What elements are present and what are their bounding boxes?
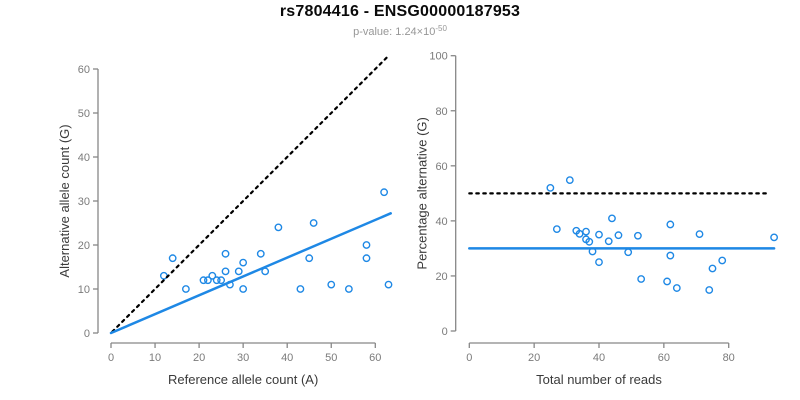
y-tick-label: 50 <box>78 108 90 120</box>
x-tick-label: 60 <box>658 352 670 364</box>
data-point <box>624 248 633 257</box>
x-tick-label: 50 <box>325 352 337 364</box>
data-point <box>695 230 704 238</box>
x-tick-label: 20 <box>193 352 205 364</box>
x-tick-label: 10 <box>149 352 161 364</box>
data-point <box>181 285 190 293</box>
data-point <box>362 241 371 249</box>
y-tick-label: 60 <box>435 161 447 173</box>
data-point <box>705 286 714 294</box>
data-point <box>546 183 555 192</box>
data-point <box>380 188 389 197</box>
figure-subtitle: p-value: 1.24×10-50 <box>0 24 800 38</box>
data-point <box>256 249 265 258</box>
y-tick-label: 20 <box>435 271 447 283</box>
data-point <box>575 229 584 238</box>
data-point <box>327 280 336 289</box>
y-tick-label: 30 <box>78 196 90 208</box>
data-point <box>217 276 226 285</box>
data-point <box>614 231 623 240</box>
y-tick-label: 40 <box>435 216 447 228</box>
y-tick-label: 80 <box>435 106 447 118</box>
data-point <box>208 271 217 280</box>
data-point <box>672 284 681 292</box>
data-point <box>204 276 212 285</box>
data-point <box>305 254 314 263</box>
y-tick-label: 40 <box>78 152 90 164</box>
data-point <box>585 237 594 246</box>
data-point <box>168 254 177 263</box>
data-point <box>362 254 371 263</box>
pvalue-text: p-value: 1.24×10 <box>353 26 436 38</box>
data-point <box>212 276 221 285</box>
x-tick-label: 40 <box>281 352 293 364</box>
y-axis-title: Percentage alternative (G) <box>415 117 430 269</box>
data-point <box>637 275 646 283</box>
data-point <box>309 219 318 227</box>
data-point <box>239 258 248 267</box>
data-point <box>718 256 727 265</box>
x-tick-label: 80 <box>723 352 735 364</box>
data-point <box>608 214 616 223</box>
data-point <box>296 285 305 293</box>
y-tick-label: 60 <box>78 64 90 76</box>
data-point <box>595 230 603 239</box>
pvalue-exponent: -50 <box>435 24 447 33</box>
y-axis-title: Alternative allele count (G) <box>57 124 72 277</box>
figure-title: rs7804416 - ENSG00000187953 <box>279 3 521 20</box>
y-tick-label: 0 <box>84 328 90 340</box>
data-point <box>565 176 574 185</box>
data-point <box>634 231 642 240</box>
data-point <box>239 285 248 293</box>
x-tick-label: 20 <box>528 352 540 364</box>
data-point <box>770 233 778 242</box>
data-point <box>344 285 353 293</box>
data-point <box>552 225 561 234</box>
data-point <box>666 251 675 260</box>
x-tick-label: 40 <box>593 352 605 364</box>
identity-line <box>111 55 389 333</box>
x-tick-label: 0 <box>108 352 114 364</box>
y-tick-label: 100 <box>429 51 447 63</box>
data-point <box>221 249 230 258</box>
data-point <box>604 237 613 246</box>
x-tick-label: 0 <box>466 352 472 364</box>
data-point <box>666 220 675 229</box>
y-tick-label: 0 <box>442 326 448 338</box>
data-point <box>234 267 243 276</box>
data-point <box>199 276 208 285</box>
data-point <box>708 264 717 273</box>
fit-line <box>109 212 392 335</box>
data-point <box>384 280 393 289</box>
y-tick-label: 10 <box>78 284 90 296</box>
data-point <box>582 227 590 236</box>
x-axis-title: Reference allele count (A) <box>168 372 318 387</box>
data-point <box>274 223 283 232</box>
x-axis-title: Total number of reads <box>536 372 662 387</box>
x-tick-label: 60 <box>369 352 381 364</box>
data-point <box>221 267 230 276</box>
data-point <box>663 277 671 286</box>
y-tick-label: 20 <box>78 240 90 252</box>
x-tick-label: 30 <box>237 352 249 364</box>
data-point <box>595 258 603 267</box>
